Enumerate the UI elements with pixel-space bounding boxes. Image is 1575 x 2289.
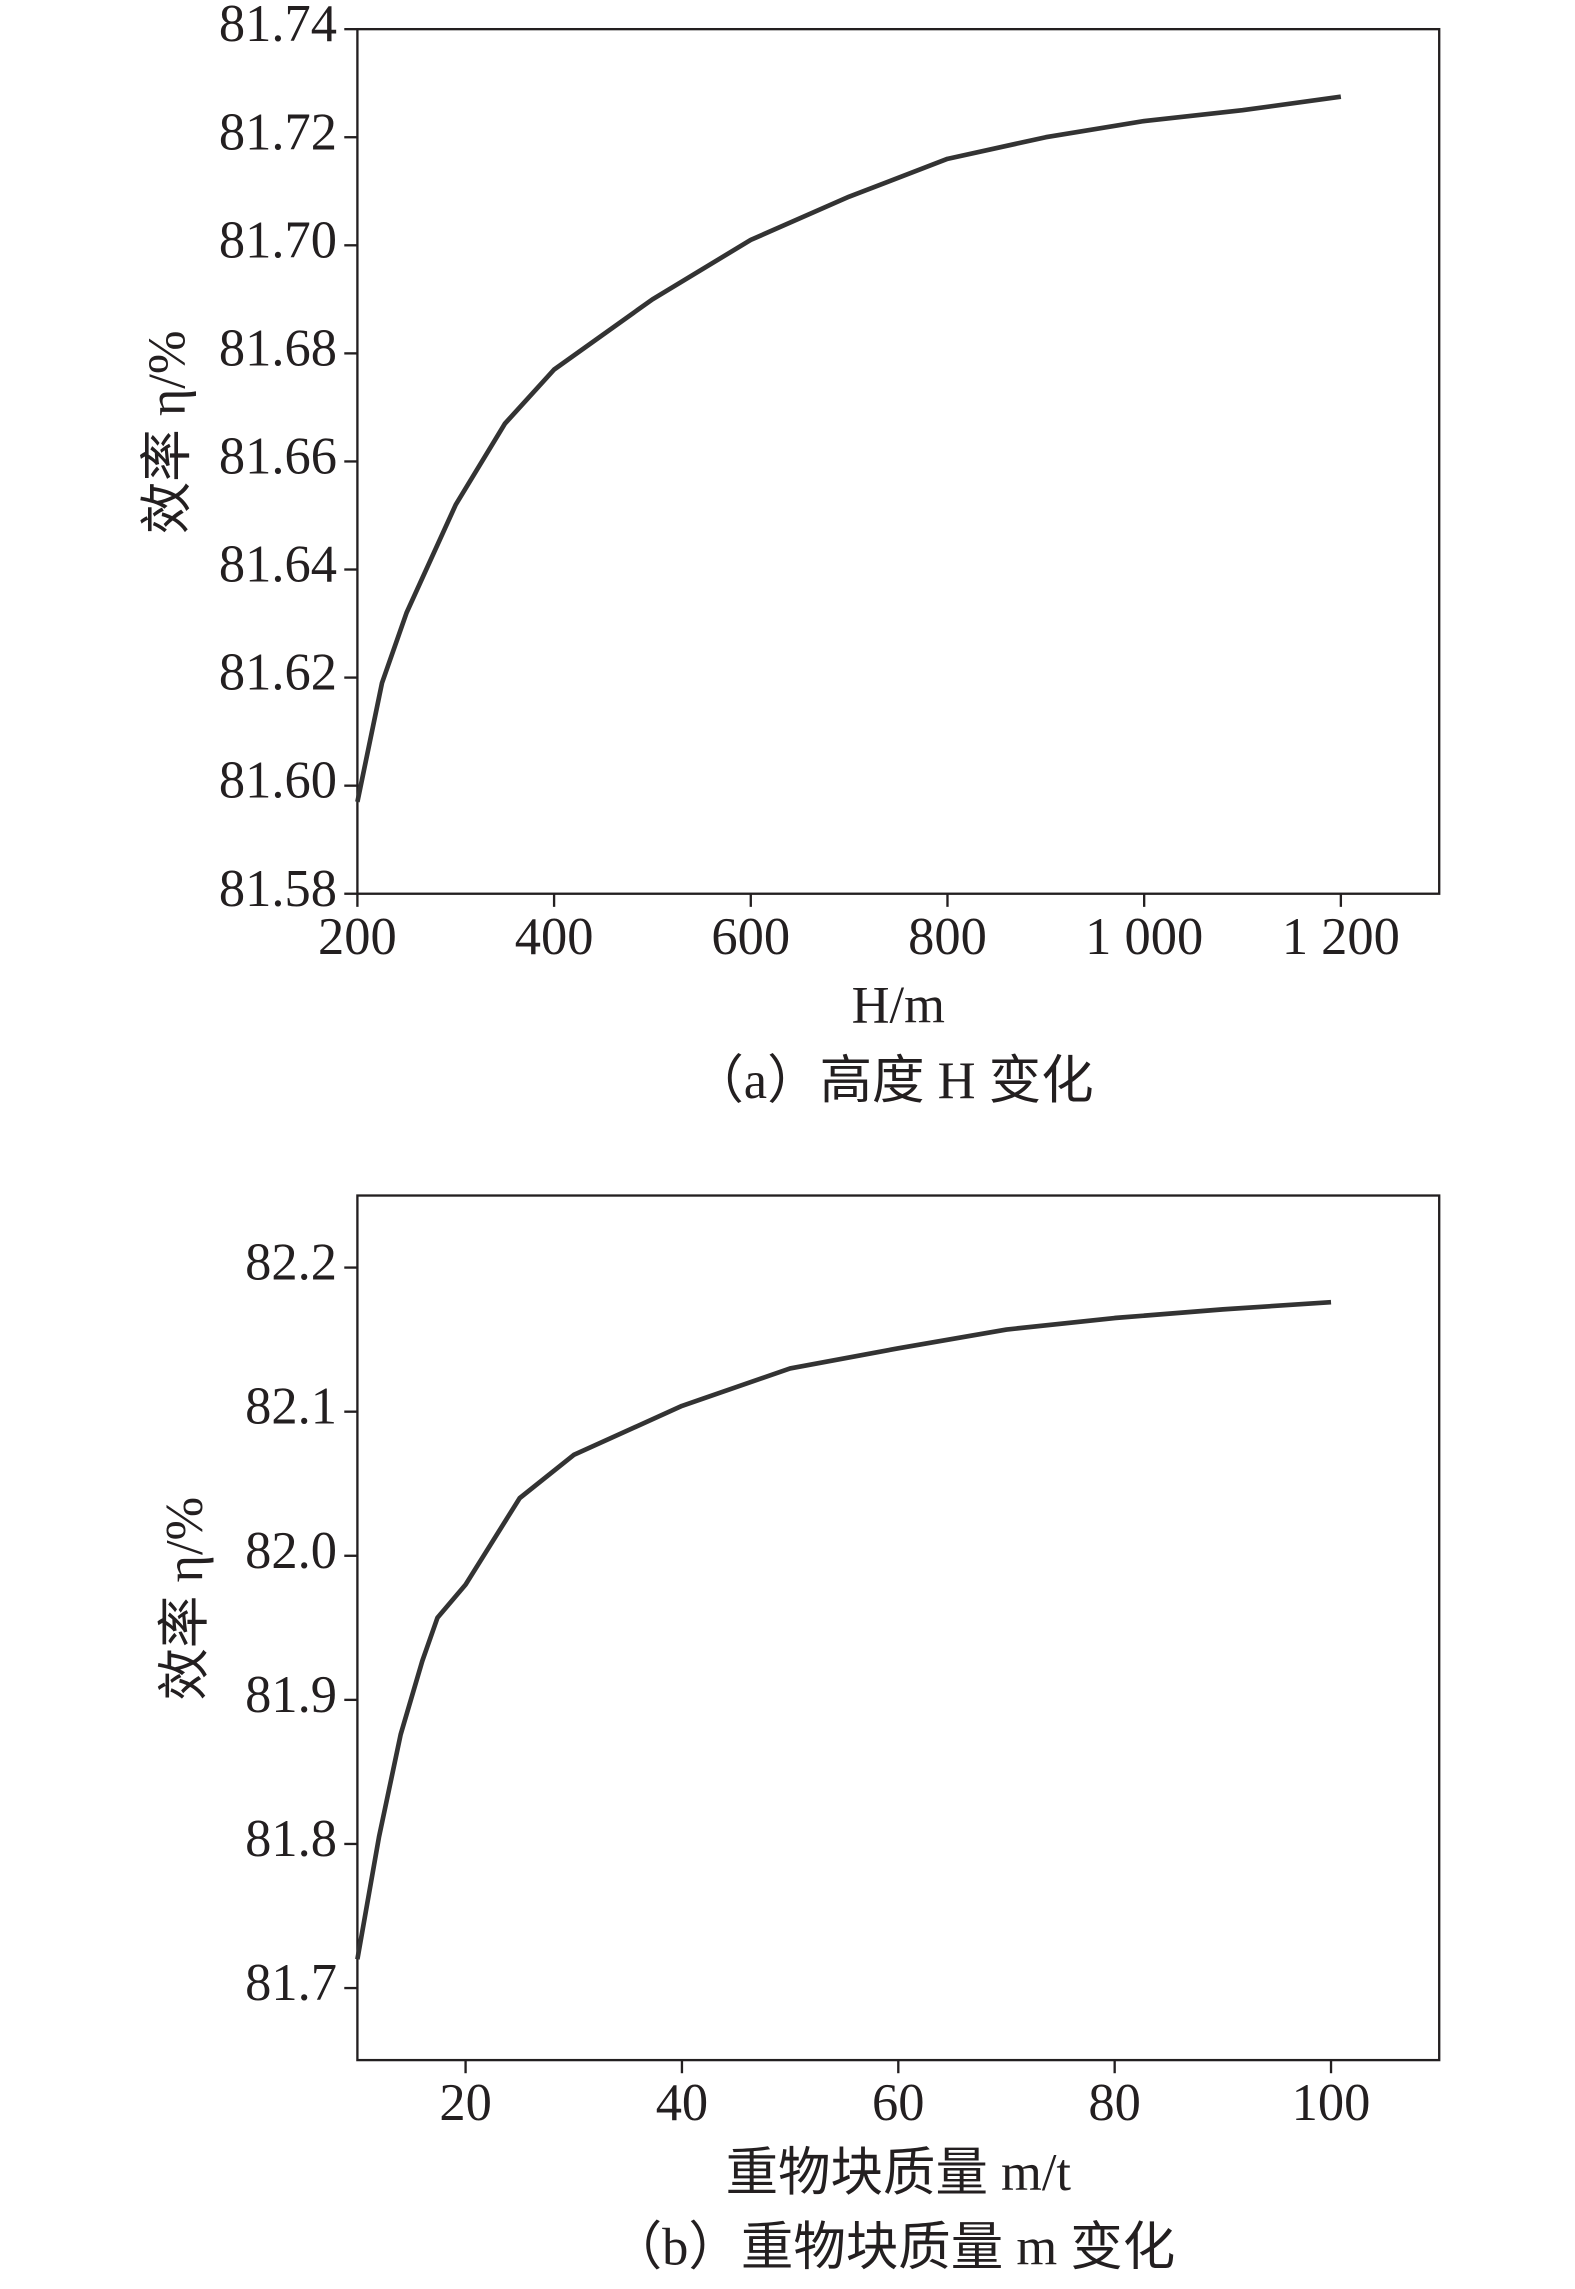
x-tick-label: 80 bbox=[1088, 2074, 1140, 2132]
y-tick-label: 81.74 bbox=[219, 0, 337, 53]
y-tick-label: 81.70 bbox=[219, 211, 337, 269]
plot-frame bbox=[356, 1194, 1441, 2062]
data-line bbox=[355, 94, 1342, 803]
y-axis-label: 效率 η/% bbox=[138, 330, 196, 534]
y-tick-label: 81.62 bbox=[219, 644, 337, 702]
y-tick-label: 81.7 bbox=[245, 1954, 337, 2012]
y-tick-label: 81.58 bbox=[219, 860, 337, 918]
x-axis-label: H/m bbox=[852, 976, 945, 1034]
y-tick-label: 81.68 bbox=[219, 319, 337, 377]
caption: （a）高度 H 变化 bbox=[691, 1052, 1093, 1110]
y-tick-label: 82.2 bbox=[245, 1234, 337, 1292]
y-tick-label: 81.9 bbox=[245, 1666, 337, 1724]
y-tick-label: 81.66 bbox=[219, 427, 337, 485]
caption: （b）重物块质量 m 变化 bbox=[610, 2219, 1175, 2277]
x-tick-label: 600 bbox=[711, 908, 790, 966]
x-tick-label: 1 200 bbox=[1282, 908, 1400, 966]
x-axis-label: 重物块质量 m/t bbox=[726, 2144, 1072, 2202]
plot-frame bbox=[356, 27, 1441, 895]
data-line bbox=[355, 1299, 1332, 1960]
y-tick-label: 81.60 bbox=[219, 752, 337, 810]
y-tick-label: 82.1 bbox=[245, 1378, 337, 1436]
x-tick-label: 20 bbox=[439, 2074, 491, 2132]
x-tick-label: 1 000 bbox=[1085, 908, 1203, 966]
x-tick-label: 60 bbox=[872, 2074, 924, 2132]
x-tick-label: 400 bbox=[515, 908, 594, 966]
y-tick-label: 81.64 bbox=[219, 536, 337, 594]
y-tick-label: 81.8 bbox=[245, 1810, 337, 1868]
y-tick-label: 82.0 bbox=[245, 1522, 337, 1580]
x-tick-label: 800 bbox=[908, 908, 987, 966]
x-tick-label: 200 bbox=[318, 908, 397, 966]
x-tick-label: 40 bbox=[656, 2074, 708, 2132]
y-axis-label: 效率 η/% bbox=[156, 1497, 214, 1701]
x-tick-label: 100 bbox=[1292, 2074, 1371, 2132]
y-tick-label: 81.72 bbox=[219, 103, 337, 161]
